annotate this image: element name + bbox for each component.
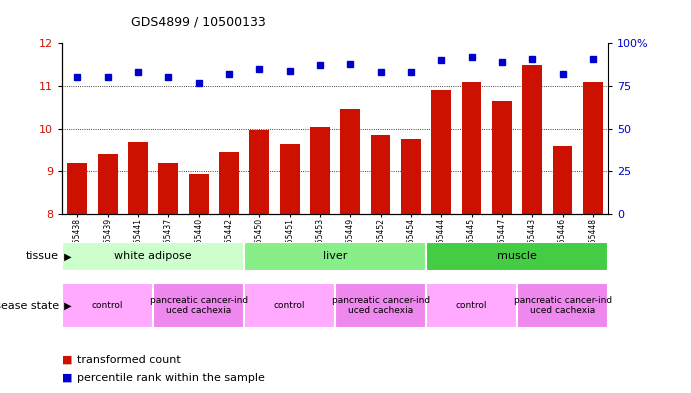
Bar xyxy=(158,163,178,214)
Bar xyxy=(244,242,426,271)
Text: ■: ■ xyxy=(62,373,76,383)
Text: pancreatic cancer-ind
uced cachexia: pancreatic cancer-ind uced cachexia xyxy=(513,296,612,315)
Bar xyxy=(249,130,269,214)
Text: percentile rank within the sample: percentile rank within the sample xyxy=(77,373,265,383)
Text: control: control xyxy=(92,301,124,310)
Bar xyxy=(522,64,542,214)
Bar xyxy=(553,146,572,214)
Text: muscle: muscle xyxy=(497,252,537,261)
Text: GDS4899 / 10500133: GDS4899 / 10500133 xyxy=(131,16,266,29)
Bar xyxy=(426,283,517,328)
Bar xyxy=(68,163,87,214)
Bar xyxy=(583,82,603,214)
Bar xyxy=(98,154,117,214)
Bar xyxy=(62,242,244,271)
Bar xyxy=(431,90,451,214)
Text: pancreatic cancer-ind
uced cachexia: pancreatic cancer-ind uced cachexia xyxy=(332,296,430,315)
Bar xyxy=(517,283,608,328)
Bar xyxy=(244,283,335,328)
Text: tissue: tissue xyxy=(26,252,59,261)
Bar xyxy=(62,283,153,328)
Bar xyxy=(189,174,209,214)
Text: liver: liver xyxy=(323,252,348,261)
Text: pancreatic cancer-ind
uced cachexia: pancreatic cancer-ind uced cachexia xyxy=(149,296,248,315)
Bar xyxy=(280,144,299,214)
Text: ■: ■ xyxy=(62,354,76,365)
Text: control: control xyxy=(456,301,487,310)
Bar xyxy=(401,140,421,214)
Bar xyxy=(371,135,390,214)
Text: white adipose: white adipose xyxy=(114,252,192,261)
Bar xyxy=(341,110,360,214)
Bar xyxy=(153,283,244,328)
Text: disease state: disease state xyxy=(0,301,59,310)
Bar xyxy=(492,101,512,214)
Bar xyxy=(462,82,482,214)
Bar xyxy=(426,242,608,271)
Text: ▶: ▶ xyxy=(61,301,71,310)
Bar xyxy=(310,127,330,214)
Bar xyxy=(219,152,239,214)
Bar xyxy=(335,283,426,328)
Bar xyxy=(128,141,148,214)
Text: transformed count: transformed count xyxy=(77,354,181,365)
Text: control: control xyxy=(274,301,305,310)
Text: ▶: ▶ xyxy=(61,252,71,261)
